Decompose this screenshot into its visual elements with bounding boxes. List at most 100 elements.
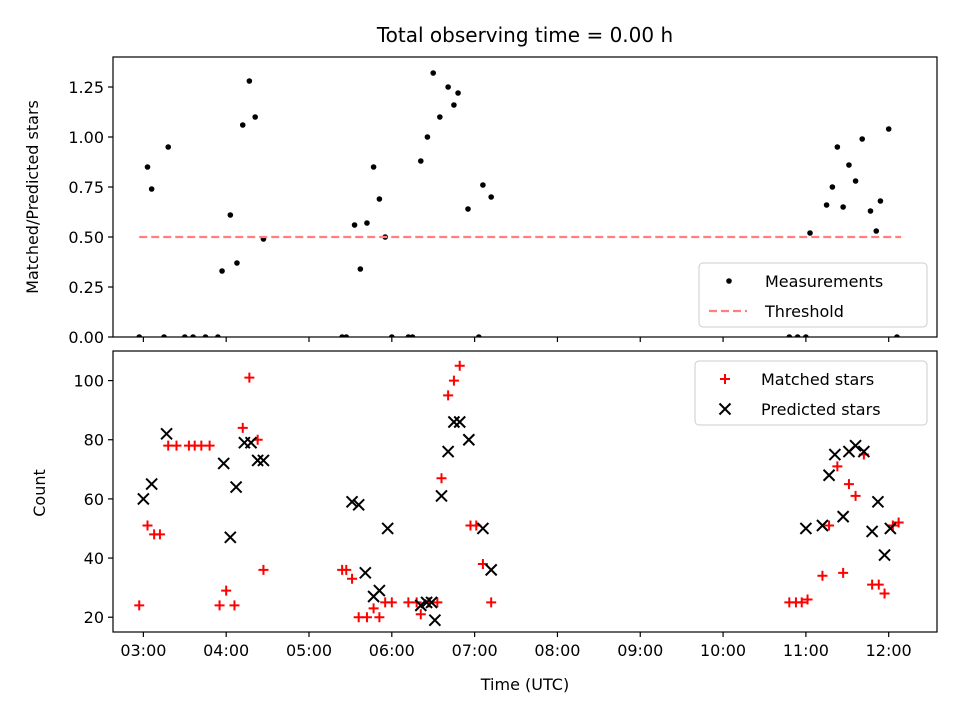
- measurements-point: [144, 164, 151, 170]
- measurements-point: [867, 208, 874, 214]
- matched-stars-point: [832, 461, 843, 472]
- x-tick-label: 07:00: [452, 641, 498, 660]
- predicted-stars-point: [420, 596, 433, 609]
- measurements-point: [829, 184, 836, 190]
- matched-stars-point: [486, 597, 497, 608]
- measurements-point: [364, 220, 370, 226]
- measurements-point: [148, 186, 155, 192]
- legend-box: [698, 262, 928, 328]
- legend-x-swatch: [718, 402, 732, 416]
- y-tick-label: 80: [84, 431, 104, 450]
- matched-stars-point: [347, 573, 358, 584]
- measurements-point: [840, 204, 846, 210]
- x-tick-label: 11:00: [783, 641, 829, 660]
- matched-stars-point: [374, 612, 385, 623]
- predicted-stars-point: [257, 454, 270, 467]
- measurements-point: [885, 126, 892, 132]
- predicted-stars-point: [816, 519, 829, 532]
- y-tick-label: 60: [84, 490, 104, 509]
- y-tick-label: 0.25: [68, 278, 104, 297]
- legend: Matched stars Predicted stars: [694, 360, 928, 426]
- matched-stars-point: [432, 597, 443, 608]
- predicted-stars-point: [244, 436, 258, 449]
- predicted-stars-point: [224, 531, 237, 544]
- predicted-stars-point: [428, 613, 442, 627]
- legend-label: Threshold: [764, 302, 844, 321]
- predicted-stars-point: [441, 445, 455, 458]
- measurements-point: [239, 122, 246, 128]
- measurements-point: [339, 334, 345, 337]
- measurements-point: [807, 230, 813, 236]
- predicted-stars-point: [822, 469, 836, 482]
- predicted-stars-point: [345, 495, 359, 509]
- predicted-stars-point: [453, 415, 466, 429]
- measurements-point: [451, 102, 457, 108]
- legend-plus-swatch: [720, 374, 730, 384]
- measurements-point: [215, 334, 221, 337]
- y-axis-label-top: Matched/Predicted stars: [23, 100, 42, 294]
- predicted-stars-point: [878, 548, 891, 562]
- measurements-point: [480, 182, 486, 188]
- measurements-point: [417, 158, 424, 164]
- measurements-point: [252, 114, 258, 120]
- predicted-stars-point: [425, 596, 438, 609]
- measurements-point: [161, 334, 167, 337]
- measurements-point: [190, 334, 196, 337]
- x-tick-label: 06:00: [369, 641, 415, 660]
- predicted-stars-point: [447, 415, 461, 429]
- matched-stars-point: [873, 579, 884, 590]
- predicted-stars-point: [476, 522, 490, 535]
- measurements-point: [794, 334, 801, 337]
- matched-stars-point: [244, 372, 255, 383]
- measurements-point: [488, 194, 494, 200]
- plot-frame: [112, 350, 938, 633]
- y-tick-label: 0.75: [68, 178, 104, 197]
- measurements-point: [834, 144, 841, 150]
- predicted-stars-point: [828, 448, 842, 461]
- measurements-point: [227, 212, 234, 218]
- matched-stars-point: [454, 360, 465, 371]
- matched-stars-point: [368, 603, 379, 614]
- y-tick-label: 100: [73, 372, 104, 391]
- matched-stars-point: [142, 520, 153, 531]
- predicted-stars-point: [414, 599, 428, 612]
- measurements-point: [409, 334, 416, 337]
- predicted-stars-point: [857, 445, 871, 458]
- measurements-point: [234, 260, 240, 266]
- measurements-point: [405, 334, 412, 337]
- matched-stars-point: [361, 612, 372, 623]
- measurements-point: [445, 84, 451, 90]
- x-tick-label: 12:00: [866, 641, 912, 660]
- matched-stars-point: [204, 440, 215, 451]
- measurements-point: [136, 334, 143, 337]
- predicted-stars-point: [251, 454, 264, 467]
- predicted-stars-point: [871, 495, 885, 509]
- x-tick-label: 09:00: [617, 641, 663, 660]
- legend: Measurements Threshold: [698, 262, 928, 328]
- measurements-point: [181, 334, 188, 337]
- matched-stars-point: [341, 564, 352, 575]
- matched-stars-point: [415, 609, 426, 620]
- x-tick-label: 03:00: [120, 641, 166, 660]
- measurements-point: [455, 90, 461, 96]
- matched-stars-point: [258, 564, 269, 575]
- predicted-stars-point: [373, 584, 386, 597]
- predicted-stars-point: [217, 457, 230, 470]
- measurements-point: [852, 178, 859, 184]
- predicted-stars-point: [884, 522, 897, 535]
- measurements-point: [877, 198, 884, 204]
- matched-stars-point: [838, 567, 849, 578]
- x-axis-label: Time (UTC): [480, 675, 569, 694]
- predicted-stars-point: [435, 489, 448, 503]
- matched-stars-point: [802, 594, 813, 605]
- measurements-point: [846, 162, 852, 168]
- y-tick-label: 0.00: [68, 328, 104, 347]
- matched-stars-point: [443, 390, 454, 401]
- predicted-stars-point: [462, 433, 476, 446]
- matched-stars-point: [448, 375, 459, 386]
- legend-box: [694, 360, 928, 426]
- predicted-stars-point: [137, 492, 150, 506]
- measurements-point: [219, 268, 225, 274]
- matched-stars-point: [817, 570, 828, 581]
